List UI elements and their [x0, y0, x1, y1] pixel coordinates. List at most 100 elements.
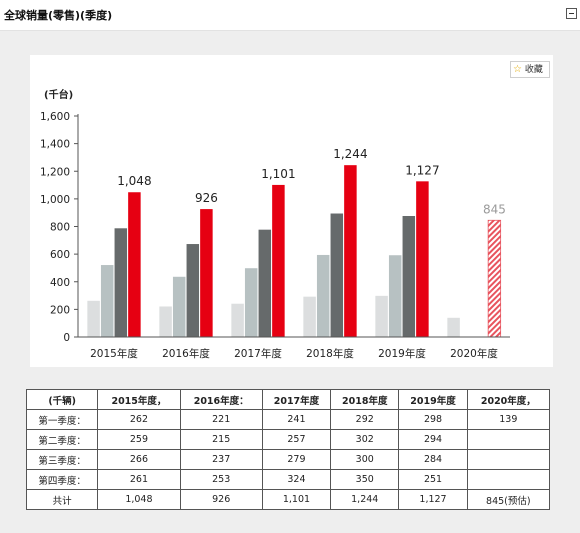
x-tick-label: 2017年度: [234, 347, 282, 360]
table-cell: 284: [398, 449, 468, 470]
bar: [258, 229, 272, 337]
table-row: 第四季度： 261 253 324 350 251: [25, 469, 551, 490]
table-header-cell: 2016年度：: [179, 389, 263, 410]
table-cell: 300: [330, 449, 400, 470]
bar: [100, 265, 114, 337]
bar: [416, 181, 429, 337]
bar: [388, 255, 402, 337]
table-cell: 237: [179, 449, 263, 470]
favorite-label: 收藏: [524, 65, 543, 75]
bar: [487, 219, 502, 338]
table-cell: 261: [97, 469, 181, 490]
table-header-cell: 2017年度: [261, 389, 332, 410]
table-cell: 139: [466, 409, 551, 430]
total-label: 845: [483, 202, 506, 216]
bar: [330, 213, 344, 337]
x-tick-label: 2018年度: [306, 347, 354, 360]
page-title: 全球销量(零售)(季度): [4, 9, 113, 22]
table-cell: 第四季度：: [25, 469, 99, 490]
table-cell: 298: [398, 409, 468, 430]
bar: [114, 228, 128, 337]
sales-table: (千辆) 2015年度， 2016年度： 2017年度 2018年度 2019年度 2020…: [25, 389, 551, 510]
bar: [303, 296, 316, 337]
y-tick-label: 800: [50, 222, 70, 234]
table-cell: 251: [398, 469, 468, 490]
table-cell: 292: [330, 409, 400, 430]
y-tick-label: 1,000: [40, 194, 70, 206]
favorite-button[interactable]: ☆ 收藏: [510, 61, 550, 78]
total-label: 1,127: [405, 163, 439, 177]
bar: [402, 216, 416, 337]
table-cell: 第一季度：: [25, 409, 99, 430]
bar: [344, 165, 357, 337]
y-tick-label: 1,400: [40, 139, 70, 151]
bar: [186, 244, 200, 337]
table-cell: 279: [261, 449, 332, 470]
table-cell: 257: [261, 429, 332, 450]
bar: [159, 306, 172, 337]
table-cell: 294: [398, 429, 468, 450]
y-tick-label: 1,600: [40, 111, 70, 123]
bar: [244, 268, 258, 337]
bar: [375, 295, 388, 337]
bar: [200, 209, 213, 337]
table-row: 共计 1,048 926 1,101 1,244 1,127 845(预估): [25, 489, 551, 510]
table-cell: 262: [97, 409, 181, 430]
bar-chart: (千台) 0 200 400 600 800 1,000 1,200 1,400 1,600 1,0…: [40, 88, 510, 360]
table-cell: [466, 469, 551, 490]
table-cell: 324: [261, 469, 332, 490]
table-cell: 266: [97, 449, 181, 470]
table-cell: 926: [179, 489, 263, 510]
bar: [231, 303, 244, 337]
panel-header: 全球销量(零售)(季度): [0, 0, 580, 31]
x-tick-label: 2015年度: [90, 347, 138, 360]
bar: [172, 276, 186, 337]
table-row: 第二季度： 259 215 257 302 294: [25, 429, 551, 450]
table-cell: 253: [179, 469, 263, 490]
table-cell: 共计: [25, 489, 99, 510]
table-header-cell: (千辆): [25, 389, 99, 410]
total-label: 1,048: [117, 174, 151, 188]
table-cell: 259: [97, 429, 181, 450]
y-tick-label: 0: [63, 332, 70, 344]
table-cell: [466, 429, 551, 450]
table-row: 第一季度： 262 221 241 292 298 139: [25, 409, 551, 430]
table-row: 第三季度： 266 237 279 300 284: [25, 449, 551, 470]
table-header-row: (千辆) 2015年度， 2016年度： 2017年度 2018年度 2019年度 2020…: [25, 389, 551, 410]
table-cell: 第三季度：: [25, 449, 99, 470]
table-cell: 350: [330, 469, 400, 490]
table-header-cell: 2019年度: [398, 389, 468, 410]
x-tick-label: 2016年度: [162, 347, 210, 360]
collapse-icon[interactable]: [566, 8, 577, 19]
table-cell: 1,048: [97, 489, 181, 510]
x-tick-label: 2019年度: [378, 347, 426, 360]
table-cell: 845(预估): [466, 489, 551, 510]
table-cell: 1,244: [330, 489, 400, 510]
y-tick-label: 400: [50, 277, 70, 289]
bar: [128, 192, 141, 337]
table-cell: 302: [330, 429, 400, 450]
table-header-cell: 2018年度: [330, 389, 400, 410]
bar: [316, 254, 330, 337]
x-tick-label: 2020年度: [450, 347, 498, 360]
bar: [87, 300, 100, 337]
table-cell: [466, 449, 551, 470]
y-tick-label: 200: [50, 304, 70, 316]
table-cell: 241: [261, 409, 332, 430]
table-cell: 215: [179, 429, 263, 450]
total-label: 1,101: [261, 167, 295, 181]
star-icon: ☆: [513, 64, 522, 75]
bar: [447, 317, 460, 337]
table-cell: 第二季度：: [25, 429, 99, 450]
table-cell: 1,101: [261, 489, 332, 510]
total-label: 926: [195, 191, 218, 205]
y-unit-label: (千台): [44, 88, 73, 101]
y-tick-label: 1,200: [40, 166, 70, 178]
y-tick-label: 600: [50, 249, 70, 261]
bar: [272, 184, 285, 337]
total-label: 1,244: [333, 147, 367, 161]
table-cell: 1,127: [398, 489, 468, 510]
table-cell: 221: [179, 409, 263, 430]
table-header-cell: 2020年度，: [466, 389, 551, 410]
table-header-cell: 2015年度，: [97, 389, 181, 410]
